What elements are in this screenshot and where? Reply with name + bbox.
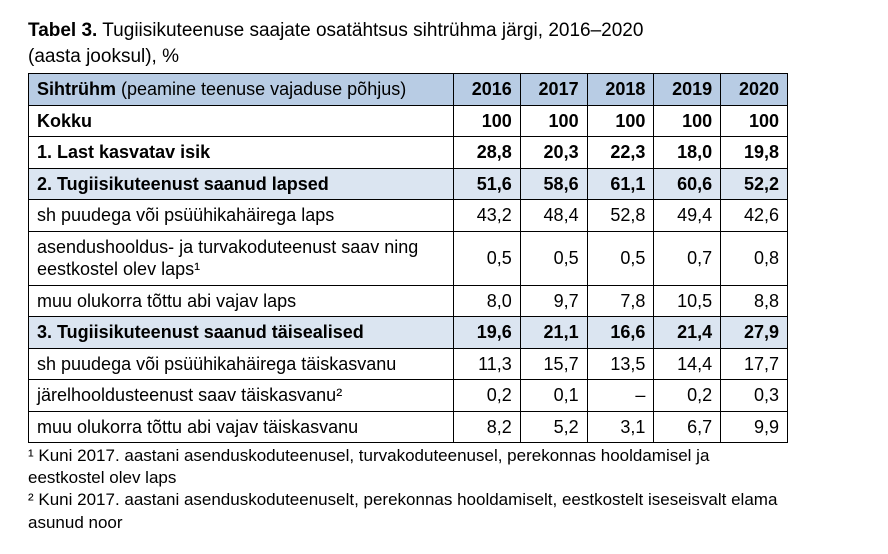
cell-value: 21,1 <box>520 317 587 349</box>
row-label: muu olukorra tõttu abi vajav täiskasvanu <box>29 411 454 443</box>
cell-value: 52,8 <box>587 200 654 232</box>
header-label-rest: (peamine teenuse vajaduse põhjus) <box>121 79 406 99</box>
table-title: Tabel 3. Tugiisikuteenuse saajate osatäh… <box>28 18 860 69</box>
table-header-row: Sihtrühm (peamine teenuse vajaduse põhju… <box>29 74 788 106</box>
cell-value: 0,1 <box>520 380 587 412</box>
cell-value: 51,6 <box>454 168 521 200</box>
table-row: 3. Tugiisikuteenust saanud täisealised19… <box>29 317 788 349</box>
cell-value: 49,4 <box>654 200 721 232</box>
header-label-cell: Sihtrühm (peamine teenuse vajaduse põhju… <box>29 74 454 106</box>
cell-value: 9,9 <box>721 411 788 443</box>
cell-value: 0,5 <box>587 231 654 285</box>
cell-value: 3,1 <box>587 411 654 443</box>
cell-value: 48,4 <box>520 200 587 232</box>
table-row: muu olukorra tõttu abi vajav täiskasvanu… <box>29 411 788 443</box>
table-row: Kokku100100100100100 <box>29 105 788 137</box>
cell-value: – <box>587 380 654 412</box>
cell-value: 27,9 <box>721 317 788 349</box>
cell-value: 100 <box>454 105 521 137</box>
table-row: asendushooldus- ja turvakoduteenust saav… <box>29 231 788 285</box>
col-year-4: 2020 <box>721 74 788 106</box>
cell-value: 60,6 <box>654 168 721 200</box>
data-table: Sihtrühm (peamine teenuse vajaduse põhju… <box>28 73 788 443</box>
footnotes: ¹ Kuni 2017. aastani asenduskoduteenusel… <box>28 445 788 533</box>
col-year-0: 2016 <box>454 74 521 106</box>
table-row: 1. Last kasvatav isik28,820,322,318,019,… <box>29 137 788 169</box>
table-title-text-2: (aasta jooksul), % <box>28 46 179 67</box>
cell-value: 14,4 <box>654 348 721 380</box>
row-label: Kokku <box>29 105 454 137</box>
cell-value: 15,7 <box>520 348 587 380</box>
cell-value: 0,2 <box>454 380 521 412</box>
cell-value: 19,8 <box>721 137 788 169</box>
table-row: sh puudega või psüühikahäirega täiskasva… <box>29 348 788 380</box>
row-label: 3. Tugiisikuteenust saanud täisealised <box>29 317 454 349</box>
cell-value: 5,2 <box>520 411 587 443</box>
footnote-1: ¹ Kuni 2017. aastani asenduskoduteenusel… <box>28 445 788 489</box>
cell-value: 61,1 <box>587 168 654 200</box>
cell-value: 20,3 <box>520 137 587 169</box>
footnote-2: ² Kuni 2017. aastani asenduskoduteenusel… <box>28 489 788 533</box>
header-label-bold: Sihtrühm <box>37 79 116 99</box>
row-label: muu olukorra tõttu abi vajav laps <box>29 285 454 317</box>
page: Tabel 3. Tugiisikuteenuse saajate osatäh… <box>0 0 888 554</box>
cell-value: 8,0 <box>454 285 521 317</box>
table-title-label: Tabel 3. <box>28 20 97 41</box>
cell-value: 0,7 <box>654 231 721 285</box>
cell-value: 43,2 <box>454 200 521 232</box>
cell-value: 100 <box>587 105 654 137</box>
cell-value: 18,0 <box>654 137 721 169</box>
cell-value: 19,6 <box>454 317 521 349</box>
col-year-1: 2017 <box>520 74 587 106</box>
cell-value: 22,3 <box>587 137 654 169</box>
row-label: järelhooldusteenust saav täiskasvanu² <box>29 380 454 412</box>
table-body: Kokku1001001001001001. Last kasvatav isi… <box>29 105 788 443</box>
cell-value: 0,5 <box>454 231 521 285</box>
cell-value: 17,7 <box>721 348 788 380</box>
table-row: 2. Tugiisikuteenust saanud lapsed51,658,… <box>29 168 788 200</box>
cell-value: 11,3 <box>454 348 521 380</box>
row-label: sh puudega või psüühikahäirega laps <box>29 200 454 232</box>
cell-value: 6,7 <box>654 411 721 443</box>
col-year-2: 2018 <box>587 74 654 106</box>
table-title-text: Tugiisikuteenuse saajate osatähtsus siht… <box>102 20 643 41</box>
row-label: asendushooldus- ja turvakoduteenust saav… <box>29 231 454 285</box>
cell-value: 7,8 <box>587 285 654 317</box>
cell-value: 0,2 <box>654 380 721 412</box>
cell-value: 42,6 <box>721 200 788 232</box>
table-row: sh puudega või psüühikahäirega laps43,24… <box>29 200 788 232</box>
cell-value: 8,2 <box>454 411 521 443</box>
cell-value: 16,6 <box>587 317 654 349</box>
table-row: muu olukorra tõttu abi vajav laps8,09,77… <box>29 285 788 317</box>
cell-value: 100 <box>654 105 721 137</box>
cell-value: 0,5 <box>520 231 587 285</box>
cell-value: 10,5 <box>654 285 721 317</box>
cell-value: 100 <box>520 105 587 137</box>
row-label: 2. Tugiisikuteenust saanud lapsed <box>29 168 454 200</box>
table-row: järelhooldusteenust saav täiskasvanu²0,2… <box>29 380 788 412</box>
row-label: sh puudega või psüühikahäirega täiskasva… <box>29 348 454 380</box>
cell-value: 52,2 <box>721 168 788 200</box>
cell-value: 13,5 <box>587 348 654 380</box>
cell-value: 28,8 <box>454 137 521 169</box>
col-year-3: 2019 <box>654 74 721 106</box>
cell-value: 58,6 <box>520 168 587 200</box>
row-label: 1. Last kasvatav isik <box>29 137 454 169</box>
cell-value: 9,7 <box>520 285 587 317</box>
cell-value: 0,8 <box>721 231 788 285</box>
cell-value: 100 <box>721 105 788 137</box>
cell-value: 8,8 <box>721 285 788 317</box>
cell-value: 21,4 <box>654 317 721 349</box>
cell-value: 0,3 <box>721 380 788 412</box>
